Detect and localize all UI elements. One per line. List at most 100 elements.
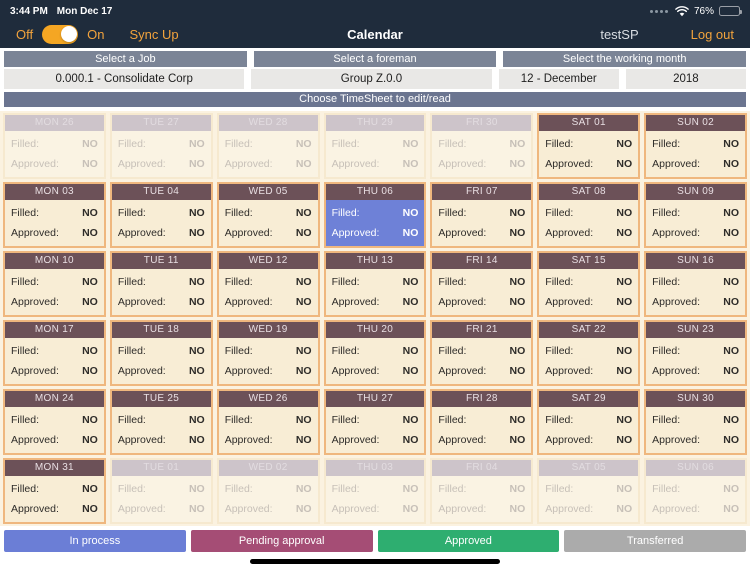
day-header: WED 05: [218, 184, 318, 200]
day-body: Filled: NO Approved: NO: [219, 200, 318, 246]
day-cell-sat-15[interactable]: SAT 15 Filled: NO Approved: NO: [537, 251, 641, 317]
day-cell-mon-26[interactable]: MON 26 Filled: NO Approved: NO: [3, 113, 106, 179]
day-status-row: Approved: NO: [118, 296, 205, 308]
day-status-row: Filled: NO: [332, 207, 419, 219]
day-cell-sun-06[interactable]: SUN 06 Filled: NO Approved: NO: [644, 458, 747, 524]
day-cell-sun-23[interactable]: SUN 23 Filled: NO Approved: NO: [644, 320, 747, 386]
day-cell-wed-28[interactable]: WED 28 Filled: NO Approved: NO: [216, 113, 320, 179]
approved-value: NO: [82, 157, 98, 170]
day-cell-fri-21[interactable]: FRI 21 Filled: NO Approved: NO: [430, 320, 534, 386]
day-status-row: Approved: NO: [545, 296, 632, 308]
day-cell-sun-02[interactable]: SUN 02 Filled: NO Approved: NO: [644, 113, 747, 179]
day-cell-wed-26[interactable]: WED 26 Filled: NO Approved: NO: [216, 389, 320, 455]
filled-value: NO: [509, 207, 526, 220]
day-status-row: Approved: NO: [332, 227, 419, 239]
day-cell-sun-30[interactable]: SUN 30 Filled: NO Approved: NO: [644, 389, 747, 455]
day-cell-thu-03[interactable]: THU 03 Filled: NO Approved: NO: [323, 458, 427, 524]
day-cell-mon-17[interactable]: MON 17 Filled: NO Approved: NO: [3, 320, 106, 386]
day-header: SAT 15: [539, 253, 639, 269]
day-cell-sun-16[interactable]: SUN 16 Filled: NO Approved: NO: [644, 251, 747, 317]
day-body: Filled: NO Approved: NO: [326, 338, 425, 384]
day-cell-thu-20[interactable]: THU 20 Filled: NO Approved: NO: [323, 320, 427, 386]
day-cell-thu-27[interactable]: THU 27 Filled: NO Approved: NO: [323, 389, 427, 455]
day-cell-fri-30[interactable]: FRI 30 Filled: NO Approved: NO: [430, 113, 534, 179]
day-cell-sat-29[interactable]: SAT 29 Filled: NO Approved: NO: [537, 389, 641, 455]
cellular-signal-icon: [649, 9, 668, 13]
day-body: Filled: NO Approved: NO: [112, 131, 211, 177]
filled-value: NO: [82, 207, 98, 220]
day-cell-tue-25[interactable]: TUE 25 Filled: NO Approved: NO: [109, 389, 213, 455]
filled-label: Filled:: [224, 276, 253, 289]
day-cell-thu-29[interactable]: THU 29 Filled: NO Approved: NO: [323, 113, 427, 179]
day-status-row: Approved: NO: [11, 158, 98, 170]
day-status-row: Approved: NO: [118, 503, 205, 515]
day-header: THU 03: [325, 460, 425, 476]
day-status-row: Filled: NO: [225, 414, 312, 426]
filled-value: NO: [295, 345, 312, 358]
day-cell-tue-18[interactable]: TUE 18 Filled: NO Approved: NO: [109, 320, 213, 386]
day-status-row: Filled: NO: [332, 276, 419, 288]
day-cell-tue-11[interactable]: TUE 11 Filled: NO Approved: NO: [109, 251, 213, 317]
filled-label: Filled:: [117, 207, 146, 220]
day-status-row: Approved: NO: [545, 434, 632, 446]
day-cell-tue-27[interactable]: TUE 27 Filled: NO Approved: NO: [109, 113, 213, 179]
filled-value: NO: [82, 138, 98, 151]
filled-value: NO: [82, 345, 98, 358]
day-status-row: Approved: NO: [438, 158, 525, 170]
day-cell-mon-10[interactable]: MON 10 Filled: NO Approved: NO: [3, 251, 106, 317]
day-header: TUE 04: [111, 184, 211, 200]
day-cell-sat-01[interactable]: SAT 01 Filled: NO Approved: NO: [537, 113, 641, 179]
day-cell-wed-05[interactable]: WED 05 Filled: NO Approved: NO: [216, 182, 320, 248]
day-status-row: Filled: NO: [11, 138, 98, 150]
sync-on-label: On: [87, 26, 105, 42]
day-cell-sat-05[interactable]: SAT 05 Filled: NO Approved: NO: [537, 458, 641, 524]
approved-value: NO: [188, 502, 205, 515]
day-cell-fri-28[interactable]: FRI 28 Filled: NO Approved: NO: [430, 389, 534, 455]
day-header: FRI 14: [432, 253, 532, 269]
day-cell-mon-24[interactable]: MON 24 Filled: NO Approved: NO: [3, 389, 106, 455]
month-picker[interactable]: 12 - December: [498, 69, 619, 89]
day-status-row: Filled: NO: [438, 276, 525, 288]
filled-value: NO: [188, 483, 205, 496]
day-cell-fri-04[interactable]: FRI 04 Filled: NO Approved: NO: [430, 458, 534, 524]
filled-label: Filled:: [438, 207, 467, 220]
filled-label: Filled:: [545, 345, 574, 358]
job-picker[interactable]: 0.000.1 - Consolidate Corp: [4, 69, 245, 89]
day-cell-sat-08[interactable]: SAT 08 Filled: NO Approved: NO: [537, 182, 641, 248]
year-picker[interactable]: 2018: [625, 69, 746, 89]
day-cell-tue-01[interactable]: TUE 01 Filled: NO Approved: NO: [109, 458, 213, 524]
battery-percent: 76%: [693, 5, 714, 17]
sync-up-button[interactable]: Sync Up: [129, 26, 179, 42]
day-cell-wed-02[interactable]: WED 02 Filled: NO Approved: NO: [216, 458, 320, 524]
day-header: MON 26: [5, 115, 104, 131]
day-header: TUE 27: [111, 115, 211, 131]
day-status-row: Approved: NO: [438, 296, 525, 308]
day-cell-sun-09[interactable]: SUN 09 Filled: NO Approved: NO: [644, 182, 747, 248]
day-cell-wed-19[interactable]: WED 19 Filled: NO Approved: NO: [216, 320, 320, 386]
day-cell-mon-31[interactable]: MON 31 Filled: NO Approved: NO: [3, 458, 106, 524]
day-cell-sat-22[interactable]: SAT 22 Filled: NO Approved: NO: [537, 320, 641, 386]
day-cell-mon-03[interactable]: MON 03 Filled: NO Approved: NO: [3, 182, 106, 248]
day-cell-thu-13[interactable]: THU 13 Filled: NO Approved: NO: [323, 251, 427, 317]
day-status-row: Filled: NO: [545, 138, 632, 150]
day-cell-wed-12[interactable]: WED 12 Filled: NO Approved: NO: [216, 251, 320, 317]
logout-button[interactable]: Log out: [690, 26, 734, 42]
day-header: FRI 30: [432, 115, 532, 131]
day-cell-tue-04[interactable]: TUE 04 Filled: NO Approved: NO: [109, 182, 213, 248]
approved-label: Approved:: [438, 364, 487, 377]
approved-label: Approved:: [224, 295, 273, 308]
day-cell-thu-06[interactable]: THU 06 Filled: NO Approved: NO: [323, 182, 427, 248]
foreman-picker[interactable]: Group Z.0.0: [251, 69, 492, 89]
sync-toggle[interactable]: [42, 24, 79, 44]
day-status-row: Approved: NO: [652, 227, 739, 239]
day-body: Filled: NO Approved: NO: [5, 407, 104, 453]
day-status-row: Filled: NO: [652, 483, 739, 495]
day-header: SUN 06: [646, 460, 745, 476]
approved-label: Approved:: [545, 502, 594, 515]
filled-label: Filled:: [331, 414, 360, 427]
day-cell-fri-14[interactable]: FRI 14 Filled: NO Approved: NO: [430, 251, 534, 317]
day-cell-fri-07[interactable]: FRI 07 Filled: NO Approved: NO: [430, 182, 534, 248]
approved-value: NO: [188, 226, 205, 239]
filled-label: Filled:: [652, 276, 681, 289]
day-header: TUE 25: [111, 391, 211, 407]
